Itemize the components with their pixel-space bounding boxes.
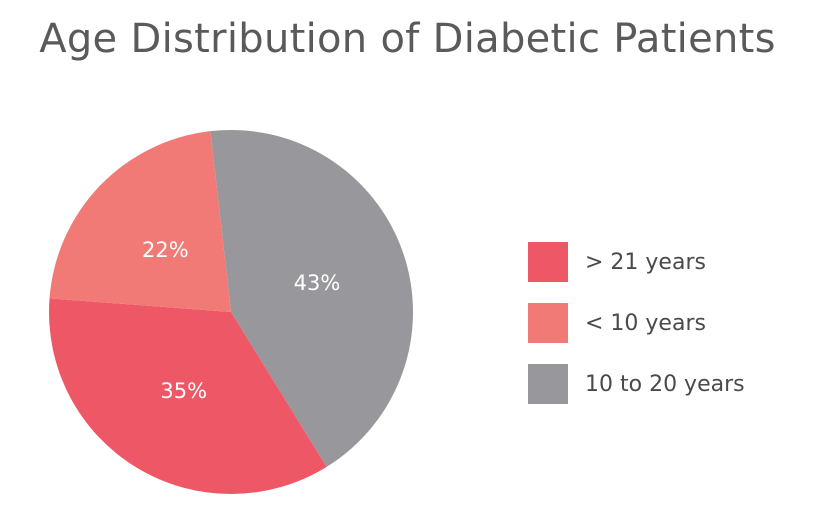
legend-item: < 10 years — [528, 303, 745, 343]
pie-slice — [210, 129, 414, 467]
slice-value-label: 35% — [160, 379, 207, 403]
slice-value-label: 43% — [294, 271, 341, 295]
legend-item: > 21 years — [528, 242, 745, 282]
legend-swatch — [528, 303, 568, 343]
legend-label: 10 to 20 years — [585, 371, 745, 397]
legend-swatch — [528, 242, 568, 282]
pie-slice — [49, 131, 232, 312]
legend-label: < 10 years — [585, 310, 706, 336]
legend: > 21 years < 10 years 10 to 20 years — [528, 242, 745, 425]
pie-slice-labels: 43% 35% 22% — [142, 238, 340, 403]
pie-slices — [48, 129, 414, 495]
legend-label: > 21 years — [585, 249, 706, 275]
legend-item: 10 to 20 years — [528, 364, 745, 404]
slice-value-label: 22% — [142, 238, 189, 262]
chart-title: Age Distribution of Diabetic Patients — [39, 16, 776, 62]
legend-swatch — [528, 364, 568, 404]
pie-slice — [48, 298, 327, 495]
